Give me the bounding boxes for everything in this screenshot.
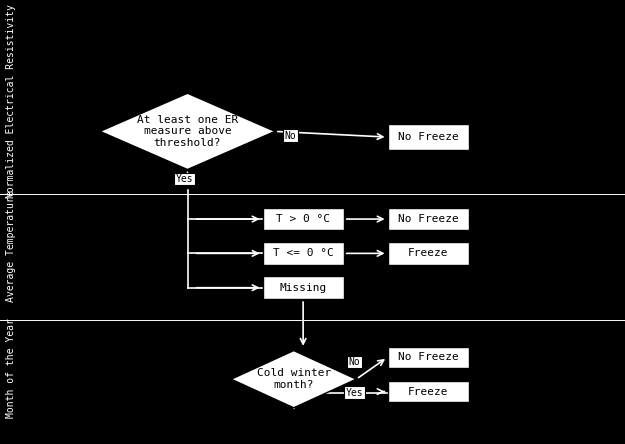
Text: No Freeze: No Freeze — [398, 214, 459, 224]
Text: Normalized Electrical Resistivity: Normalized Electrical Resistivity — [6, 4, 16, 198]
Text: Missing: Missing — [279, 283, 327, 293]
FancyBboxPatch shape — [388, 347, 469, 368]
Text: Yes: Yes — [176, 174, 193, 184]
Polygon shape — [231, 351, 356, 408]
Text: Average Temperature: Average Temperature — [6, 190, 16, 301]
FancyBboxPatch shape — [262, 242, 344, 265]
FancyBboxPatch shape — [388, 208, 469, 230]
FancyBboxPatch shape — [388, 242, 469, 265]
Text: Yes: Yes — [346, 388, 363, 397]
Text: No Freeze: No Freeze — [398, 352, 459, 362]
Text: No: No — [349, 357, 360, 367]
FancyBboxPatch shape — [262, 276, 344, 299]
FancyBboxPatch shape — [388, 124, 469, 151]
Text: Freeze: Freeze — [408, 387, 448, 396]
Text: At least one ER
measure above
threshold?: At least one ER measure above threshold? — [137, 115, 238, 148]
FancyBboxPatch shape — [262, 208, 344, 230]
Text: Freeze: Freeze — [408, 248, 448, 258]
Text: No: No — [285, 131, 296, 141]
Text: T <= 0 °C: T <= 0 °C — [272, 248, 334, 258]
Polygon shape — [100, 93, 275, 170]
Text: Cold winter
month?: Cold winter month? — [257, 369, 331, 390]
Text: T > 0 °C: T > 0 °C — [276, 214, 330, 224]
Text: Month of the Year: Month of the Year — [6, 318, 16, 418]
Text: No Freeze: No Freeze — [398, 132, 459, 142]
FancyBboxPatch shape — [388, 381, 469, 402]
